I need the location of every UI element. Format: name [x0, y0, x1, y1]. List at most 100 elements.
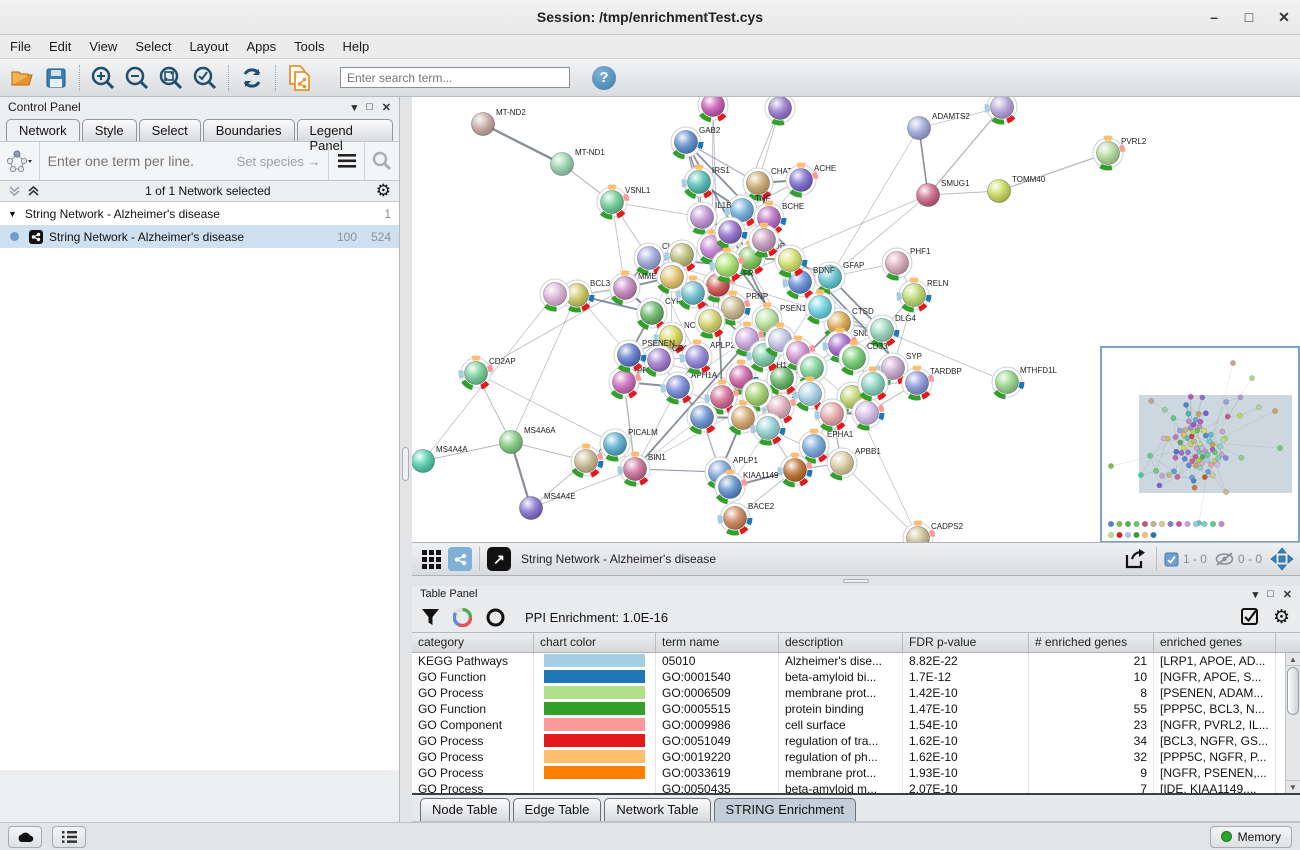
horizontal-splitter[interactable] — [412, 576, 1300, 586]
gear-icon[interactable]: ⚙ — [375, 181, 391, 200]
network-node[interactable] — [748, 222, 780, 258]
table-row[interactable]: GO Process GO:0006509 membrane prot... 1.42… — [412, 685, 1300, 701]
column-header-term-name[interactable]: term name — [656, 633, 779, 652]
close-panel-icon[interactable]: ✕ — [381, 101, 391, 114]
network-node[interactable] — [686, 401, 718, 435]
column-header-enriched-genes[interactable]: enriched genes — [1154, 633, 1276, 652]
close-panel-icon[interactable]: ✕ — [1282, 588, 1292, 601]
network-node-cd2ap[interactable]: CD2AP — [458, 355, 516, 391]
network-node-cr1[interactable]: CR1 — [643, 344, 689, 378]
network-node-mt-nd1[interactable]: MT-ND1 — [550, 148, 606, 176]
float-panel-icon[interactable]: □ — [1267, 588, 1274, 600]
network-node-chat[interactable]: CHAT — [742, 167, 792, 201]
save-session-button[interactable] — [40, 63, 72, 93]
network-node-ncstn[interactable]: NCSTN — [653, 321, 712, 355]
network-node[interactable] — [777, 452, 813, 488]
tab-style[interactable]: Style — [81, 119, 137, 141]
network-node[interactable] — [814, 398, 848, 432]
network-node-tomm40[interactable]: TOMM40 — [987, 175, 1046, 203]
close-button[interactable]: ✕ — [1278, 9, 1290, 25]
table-row[interactable]: GO Process GO:0033619 membrane prot... 1.93… — [412, 765, 1300, 781]
settings-gear-icon[interactable]: ⚙ — [1272, 606, 1290, 628]
cloud-tasks-button[interactable] — [8, 825, 42, 848]
network-node-bace2[interactable]: BACE2 — [717, 502, 775, 536]
tab-select[interactable]: Select — [138, 119, 201, 141]
string-query-input[interactable] — [38, 142, 237, 180]
expand-all-icon[interactable] — [27, 185, 40, 197]
network-node[interactable] — [704, 379, 740, 415]
panel-menu-icon[interactable]: ▾ — [351, 101, 358, 114]
zoom-in-button[interactable] — [87, 63, 119, 93]
network-node[interactable] — [694, 305, 726, 339]
open-in-browser-button[interactable]: ↗ — [487, 547, 511, 571]
float-panel-icon[interactable]: □ — [366, 101, 373, 113]
network-node[interactable] — [796, 352, 828, 386]
memory-button[interactable]: Memory — [1209, 825, 1292, 848]
table-row[interactable]: KEGG Pathways 05010 Alzheimer's dise... 8.8… — [412, 653, 1300, 669]
network-collection-row[interactable]: ▼ String Network - Alzheimer's disease 1 — [0, 202, 399, 225]
birdseye-toggle-icon[interactable] — [1270, 547, 1294, 571]
network-node-kiaa1149[interactable]: KIAA1149 — [714, 469, 779, 505]
network-node[interactable] — [792, 376, 826, 412]
network-node-ms4a4a[interactable]: MS4A4A — [412, 445, 468, 473]
hidden-eye-icon[interactable] — [1215, 552, 1234, 566]
table-row[interactable]: GO Process GO:0051049 regulation of tra...… — [412, 733, 1300, 749]
export-network-button[interactable] — [1121, 546, 1149, 572]
table-row[interactable]: GO Component GO:0009986 cell surface 1.54E-… — [412, 717, 1300, 733]
network-node-ppp5c[interactable]: PPP5C — [608, 364, 663, 400]
menu-item-tools[interactable]: Tools — [294, 39, 325, 54]
maximize-button[interactable]: □ — [1244, 9, 1254, 25]
network-node-mthfd1l[interactable]: MTHFD1L — [991, 366, 1057, 400]
tab-legend-panel[interactable]: Legend Panel — [296, 119, 393, 153]
menu-item-layout[interactable]: Layout — [189, 39, 229, 54]
filter-icon[interactable] — [422, 608, 439, 626]
tab-boundaries[interactable]: Boundaries — [202, 119, 295, 141]
splitter-grip[interactable] — [843, 579, 869, 583]
network-node-gab2[interactable]: GAB2 — [670, 126, 721, 160]
menu-item-select[interactable]: Select — [135, 39, 172, 54]
table-scrollbar[interactable]: ▲ ▼ — [1285, 653, 1300, 793]
zoom-selected-button[interactable] — [189, 63, 221, 93]
network-node[interactable] — [857, 366, 889, 402]
network-badge-button[interactable] — [448, 547, 472, 571]
network-node-bin1[interactable]: BIN1 — [617, 451, 666, 487]
network-node-bcl3[interactable]: BCL3 — [559, 279, 611, 313]
network-node[interactable] — [697, 97, 729, 123]
network-node-cadps2[interactable]: CADPS2 — [902, 520, 964, 542]
network-node-epha1[interactable]: EPHA1 — [798, 428, 854, 464]
network-node-il1b[interactable]: IL1B — [686, 201, 731, 235]
network-node-cd33[interactable]: CD33 — [838, 340, 888, 376]
network-canvas[interactable]: MT-ND2 MT-ND1 VSNL1 GAB2 IRS1 CHAT ACHE TNF BCHE… — [412, 97, 1300, 542]
scrollbar-thumb[interactable] — [1287, 667, 1299, 715]
network-row[interactable]: String Network - Alzheimer's disease 100… — [0, 225, 399, 248]
menu-item-file[interactable]: File — [10, 39, 31, 54]
network-node-tnf[interactable]: TNF — [724, 194, 771, 228]
zoom-fit-button[interactable] — [155, 63, 187, 93]
table-row[interactable]: GO Process GO:0050435 beta-amyloid m... 2.0… — [412, 781, 1300, 793]
network-node-pvrl2[interactable]: PVRL2 — [1092, 135, 1147, 171]
network-node[interactable] — [675, 275, 709, 311]
network-node-gfap[interactable]: GFAP — [814, 261, 864, 295]
tab-string-enrichment[interactable]: STRING Enrichment — [713, 798, 856, 821]
tab-edge-table[interactable]: Edge Table — [512, 798, 602, 821]
menu-item-apps[interactable]: Apps — [246, 39, 277, 54]
search-input[interactable] — [340, 67, 570, 88]
network-node-mt-nd2[interactable]: MT-ND2 — [471, 108, 527, 136]
open-session-button[interactable] — [6, 63, 38, 93]
table-row[interactable]: GO Function GO:0001540 beta-amyloid bi... 1… — [412, 669, 1300, 685]
copy-network-button[interactable] — [283, 63, 315, 93]
birdseye-navigator[interactable] — [1100, 346, 1300, 543]
network-node-psenen[interactable]: PSENEN — [613, 339, 675, 373]
vertical-splitter[interactable] — [400, 97, 412, 822]
network-node[interactable] — [764, 97, 796, 126]
network-node-picalm[interactable]: PICALM — [599, 428, 658, 462]
network-node[interactable] — [984, 97, 1018, 125]
network-node-tardbp[interactable]: TARDBP — [901, 365, 962, 401]
network-node-bdnf[interactable]: BDNF — [782, 264, 835, 300]
network-node-mme[interactable]: MME — [609, 270, 657, 306]
network-node-aplp2[interactable]: APLP2 — [679, 339, 735, 375]
species-label[interactable]: Set species → — [236, 153, 321, 169]
network-node[interactable] — [851, 395, 885, 431]
column-header-category[interactable]: category — [412, 633, 534, 652]
column-header-description[interactable]: description — [779, 633, 903, 652]
